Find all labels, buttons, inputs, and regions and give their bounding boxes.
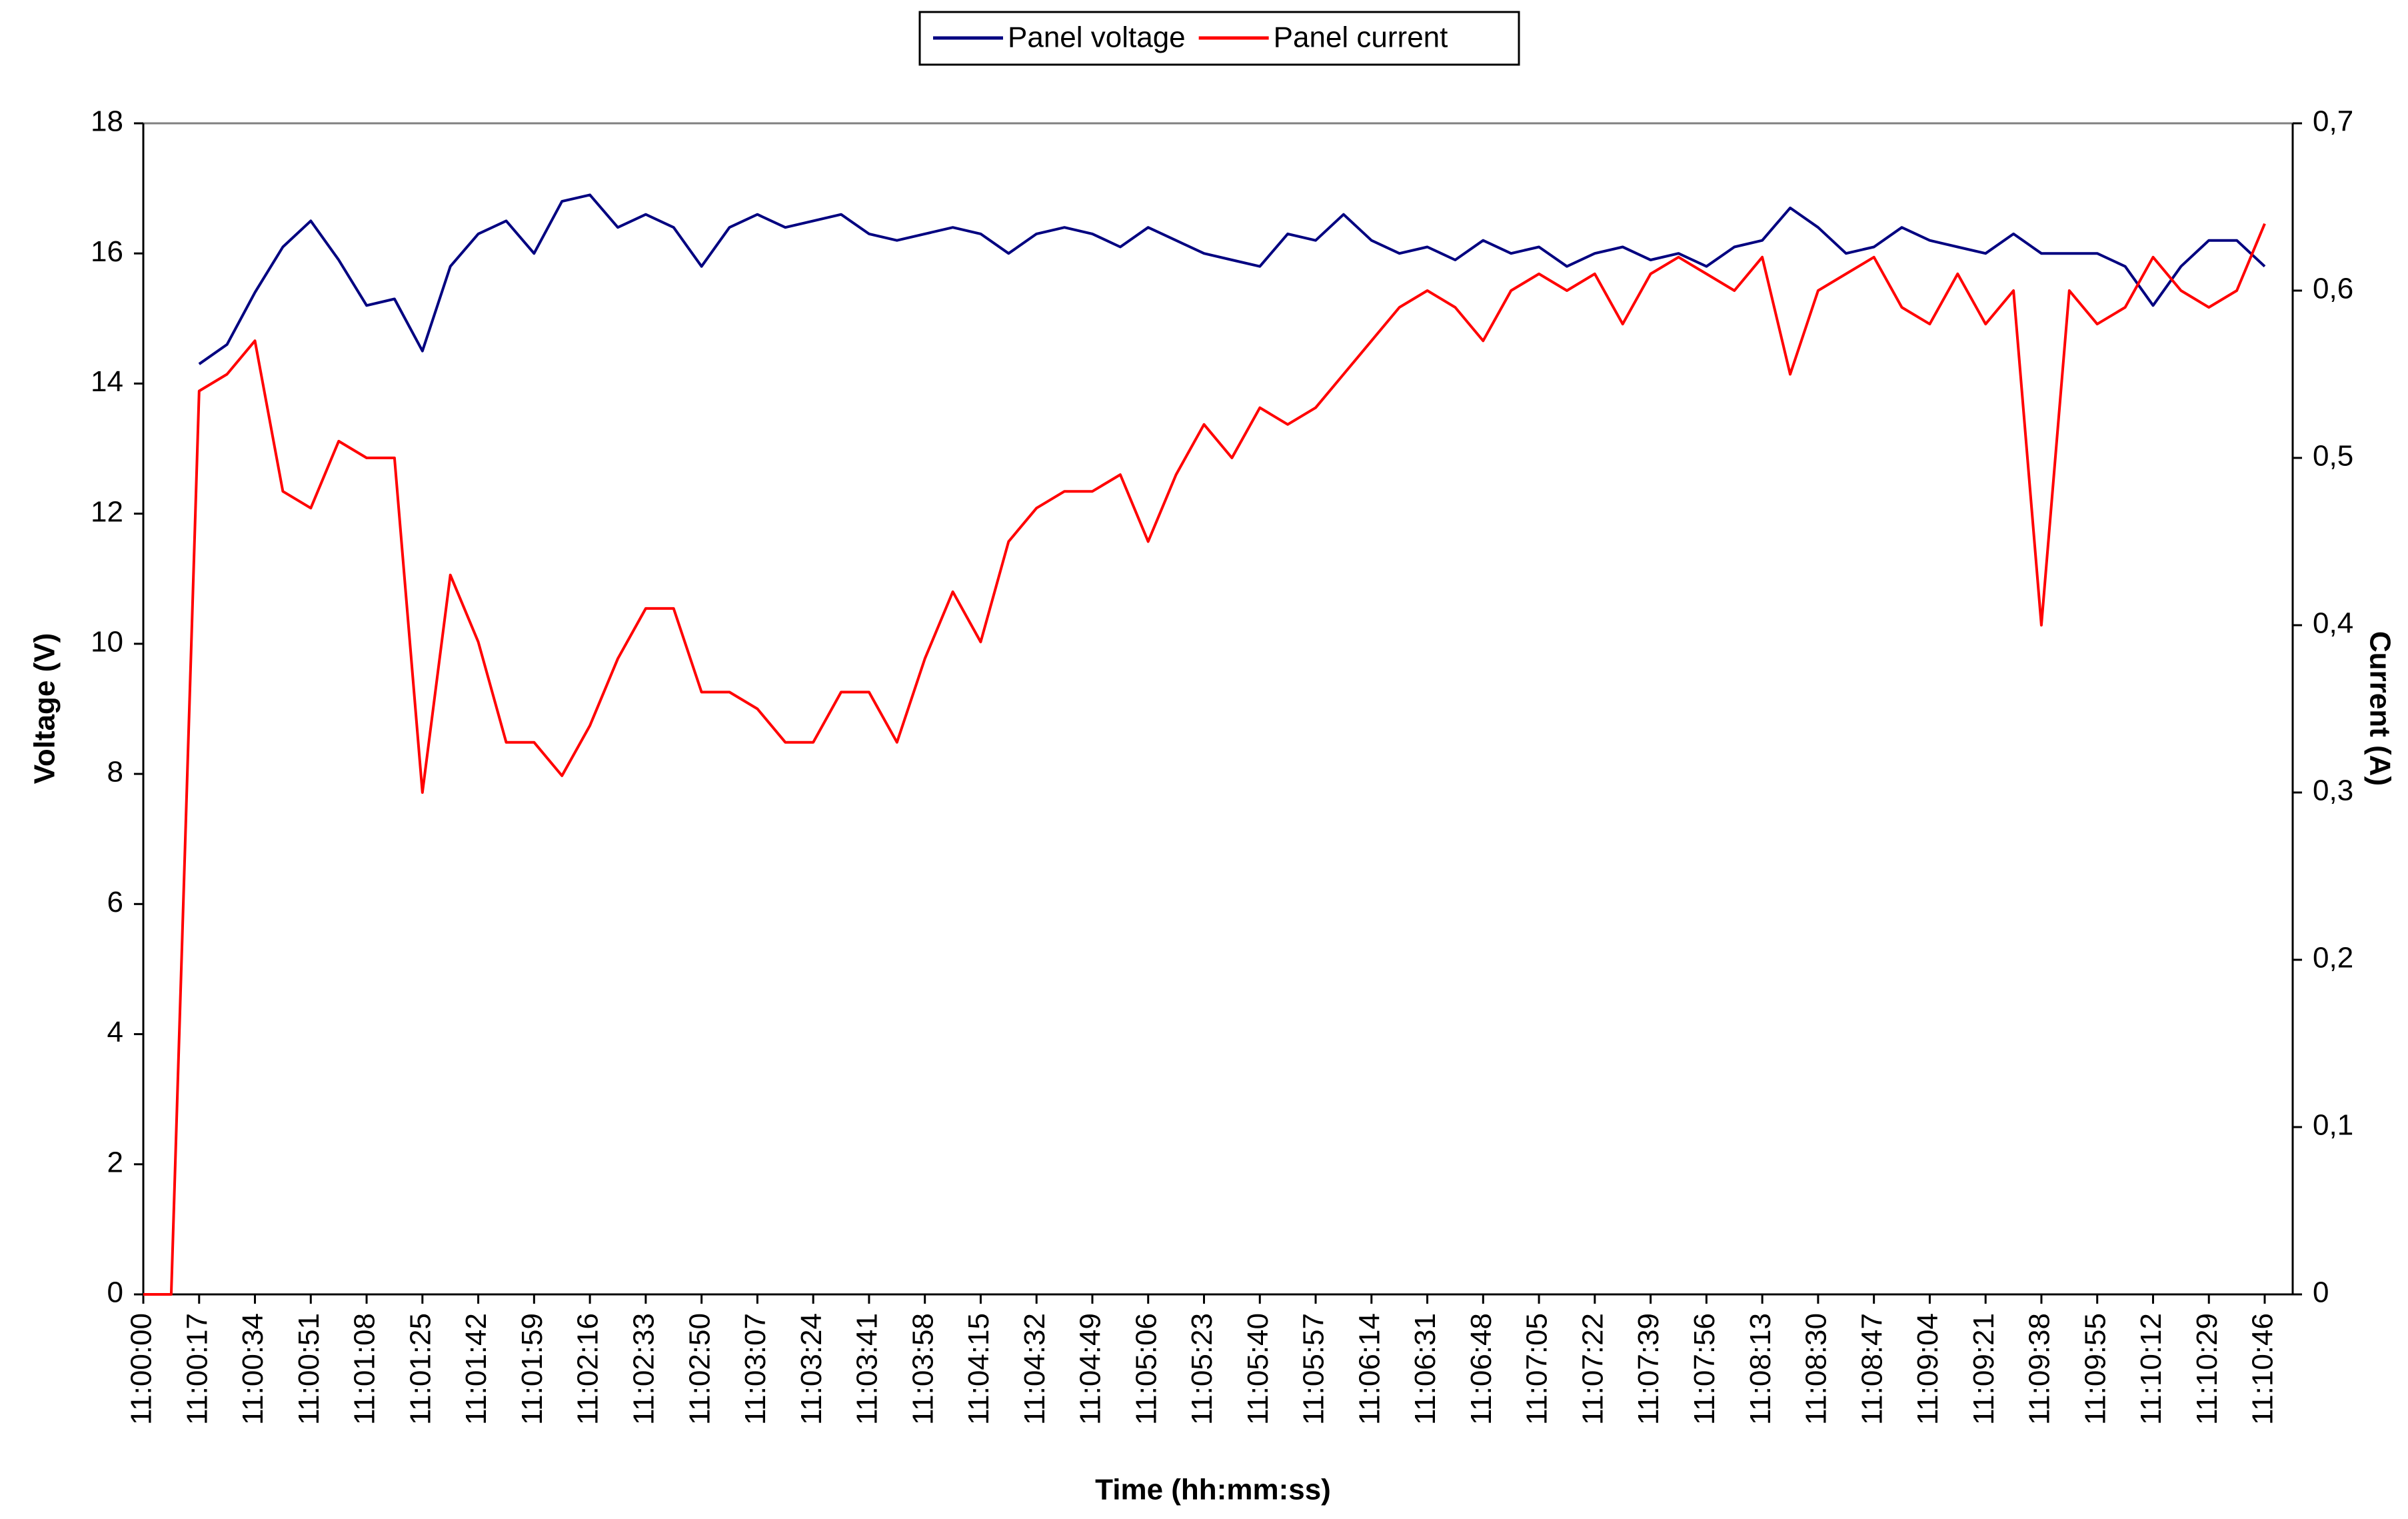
x-tick-label: 11:07:39 bbox=[1632, 1313, 1665, 1425]
y-axis-title: Voltage (V) bbox=[29, 633, 61, 784]
x-tick-label: 11:05:23 bbox=[1186, 1313, 1218, 1425]
y-tick-label: 12 bbox=[91, 495, 123, 528]
y2-tick-label: 0,6 bbox=[2313, 273, 2353, 305]
series-line bbox=[143, 223, 2266, 1296]
x-tick-label: 11:02:16 bbox=[572, 1313, 604, 1425]
x-tick-label: 11:02:33 bbox=[627, 1313, 660, 1425]
x-tick-label: 11:00:00 bbox=[125, 1313, 158, 1425]
x-tick-label: 11:04:32 bbox=[1018, 1313, 1051, 1425]
y2-tick-label: 0,3 bbox=[2313, 774, 2353, 807]
x-tick-label: 11:04:15 bbox=[962, 1313, 995, 1425]
x-tick-label: 11:00:51 bbox=[293, 1313, 325, 1425]
y-tick-label: 6 bbox=[107, 886, 123, 918]
y2-tick-label: 0,4 bbox=[2313, 607, 2353, 640]
y2-tick-label: 0,5 bbox=[2313, 440, 2353, 473]
x-tick-label: 11:09:38 bbox=[2023, 1313, 2056, 1425]
x-tick-label: 11:05:57 bbox=[1298, 1313, 1330, 1425]
x-tick-label: 11:10:12 bbox=[2135, 1313, 2167, 1425]
y-tick-label: 0 bbox=[107, 1276, 123, 1309]
x-tick-label: 11:00:17 bbox=[181, 1313, 213, 1425]
x-tick-label: 11:05:06 bbox=[1130, 1313, 1162, 1425]
x-axis-title: Time (hh:mm:ss) bbox=[1095, 1474, 1331, 1506]
y2-tick-label: 0 bbox=[2313, 1276, 2329, 1309]
x-tick-label: 11:07:22 bbox=[1576, 1313, 1609, 1425]
y-tick-label: 14 bbox=[91, 365, 123, 398]
x-tick-label: 11:01:25 bbox=[404, 1313, 437, 1425]
x-tick-label: 11:06:48 bbox=[1465, 1313, 1498, 1425]
x-tick-label: 11:03:24 bbox=[795, 1313, 828, 1425]
x-tick-label: 11:03:41 bbox=[851, 1313, 884, 1425]
y-tick-label: 16 bbox=[91, 235, 123, 268]
x-tick-label: 11:09:55 bbox=[2079, 1313, 2111, 1425]
x-tick-label: 11:07:56 bbox=[1688, 1313, 1721, 1425]
y2-axis-title: Current (A) bbox=[2363, 631, 2396, 786]
y-tick-label: 10 bbox=[91, 626, 123, 659]
y-tick-label: 2 bbox=[107, 1146, 123, 1178]
plot-area bbox=[142, 122, 2294, 1296]
x-tick-label: 11:03:07 bbox=[739, 1313, 772, 1425]
x-tick-label: 11:00:34 bbox=[237, 1313, 269, 1425]
x-tick-label: 11:01:42 bbox=[460, 1313, 493, 1425]
x-tick-label: 11:03:58 bbox=[906, 1313, 939, 1425]
x-tick-label: 11:01:08 bbox=[349, 1313, 381, 1425]
x-tick-label: 11:08:47 bbox=[1855, 1313, 1888, 1425]
x-tick-label: 11:10:46 bbox=[2247, 1313, 2279, 1425]
y-tick-label: 8 bbox=[107, 756, 123, 788]
x-tick-label: 11:10:29 bbox=[2191, 1313, 2223, 1425]
y-tick-label: 18 bbox=[91, 105, 123, 138]
legend-label: Panel current bbox=[1274, 21, 1448, 54]
x-tick-label: 11:09:21 bbox=[1967, 1313, 2000, 1425]
x-tick-label: 11:02:50 bbox=[683, 1313, 716, 1425]
series-line bbox=[198, 193, 2266, 365]
x-tick-label: 11:06:31 bbox=[1409, 1313, 1442, 1425]
y2-tick-label: 0,2 bbox=[2313, 942, 2353, 974]
y2-tick-label: 0,1 bbox=[2313, 1109, 2353, 1142]
x-tick-label: 11:07:05 bbox=[1521, 1313, 1554, 1425]
x-tick-label: 11:04:49 bbox=[1074, 1313, 1107, 1425]
y2-tick-label: 0,7 bbox=[2313, 105, 2353, 138]
x-tick-label: 11:08:30 bbox=[1800, 1313, 1833, 1425]
x-tick-label: 11:08:13 bbox=[1744, 1313, 1777, 1425]
x-tick-label: 11:05:40 bbox=[1242, 1313, 1274, 1425]
x-tick-label: 11:01:59 bbox=[516, 1313, 549, 1425]
y-tick-label: 4 bbox=[107, 1016, 123, 1048]
x-tick-label: 11:09:04 bbox=[1911, 1313, 1944, 1425]
legend-label: Panel voltage bbox=[1008, 21, 1186, 54]
x-tick-label: 11:06:14 bbox=[1353, 1313, 1386, 1425]
